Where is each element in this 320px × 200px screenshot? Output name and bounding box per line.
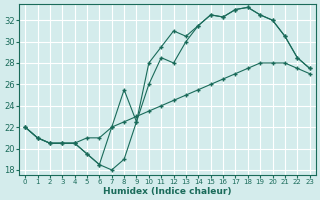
X-axis label: Humidex (Indice chaleur): Humidex (Indice chaleur) [103,187,232,196]
